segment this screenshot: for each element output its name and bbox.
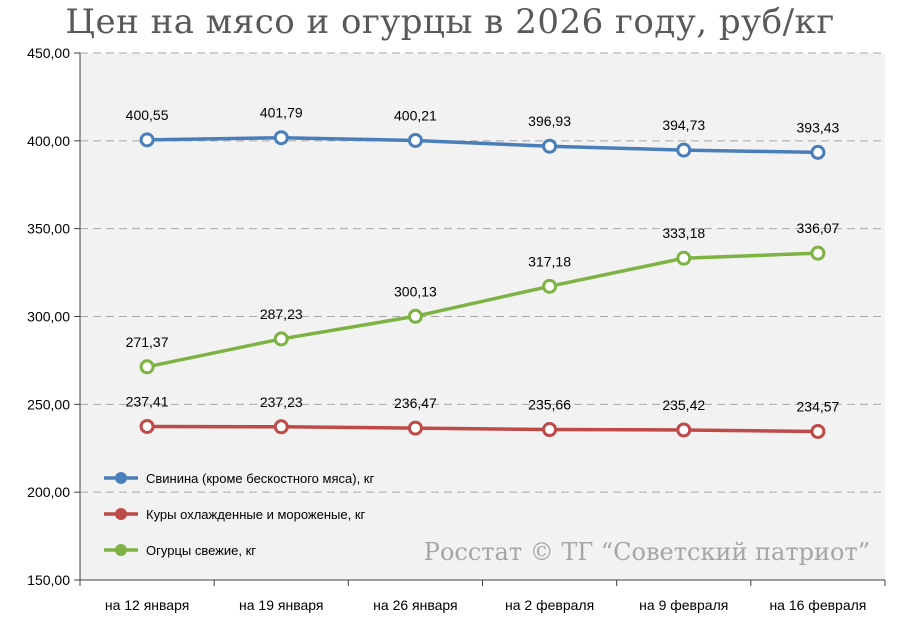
data-point — [810, 245, 826, 261]
data-label: 235,42 — [662, 397, 705, 413]
y-tick-label: 400,00 — [27, 133, 70, 149]
series-line — [146, 251, 818, 369]
y-tick-label: 250,00 — [27, 396, 70, 412]
data-label: 237,23 — [260, 394, 303, 410]
y-axis-ticks: 150,00 200,00 250,00 300,00 350,00 400,00 450,… — [27, 45, 70, 588]
legend-marker — [115, 508, 127, 520]
x-axis-ticks: на 12 января на 19 января на 26 января на 2… — [105, 597, 867, 613]
data-point — [273, 419, 289, 435]
legend-label: Куры охлажденные и мороженые, кг — [146, 507, 366, 522]
data-point — [139, 132, 155, 148]
data-label: 396,93 — [528, 113, 571, 129]
data-point — [542, 422, 558, 438]
data-label: 237,41 — [126, 393, 169, 409]
data-point — [139, 418, 155, 434]
data-point — [542, 278, 558, 294]
data-label: 300,13 — [394, 283, 437, 299]
x-tick-label: на 16 февраля — [769, 597, 866, 613]
x-tick-label: на 26 января — [373, 597, 457, 613]
y-tick-label: 200,00 — [27, 484, 70, 500]
data-label: 287,23 — [260, 306, 303, 322]
data-point — [676, 250, 692, 266]
data-point — [407, 132, 423, 148]
axes — [74, 52, 886, 586]
data-label: 401,79 — [260, 105, 303, 121]
data-point — [273, 331, 289, 347]
data-label: 317,18 — [528, 253, 571, 269]
data-point — [273, 130, 289, 146]
legend-label: Огурцы свежие, кг — [146, 543, 256, 558]
x-tick-label: на 19 января — [239, 597, 323, 613]
data-point — [542, 138, 558, 154]
watermark: Росстат © ТГ “Советский патриот” — [424, 538, 870, 566]
chart-title: Цен на мясо и огурцы в 2026 году, руб/кг — [65, 2, 835, 42]
data-point — [407, 420, 423, 436]
legend: Свинина (кроме бескостного мяса), кг Куры… — [104, 471, 374, 558]
data-label: 236,47 — [394, 395, 437, 411]
gridlines — [80, 52, 885, 493]
data-label: 336,07 — [797, 220, 840, 236]
data-point — [810, 144, 826, 160]
series-group — [139, 130, 826, 439]
data-point — [810, 423, 826, 439]
y-tick-label: 450,00 — [27, 45, 70, 61]
data-label: 235,66 — [528, 397, 571, 413]
legend-label: Свинина (кроме бескостного мяса), кг — [146, 471, 374, 486]
data-labels: 400,55 401,79 400,21 396,93 394,73 393,43 237,… — [126, 105, 840, 415]
data-label: 271,37 — [126, 334, 169, 350]
series-line — [147, 135, 818, 155]
series-line — [147, 424, 818, 434]
x-tick-label: на 9 февраля — [639, 597, 728, 613]
data-label: 400,21 — [394, 107, 437, 123]
data-label: 234,57 — [797, 398, 840, 414]
legend-marker — [115, 544, 127, 556]
x-tick-label: на 2 февраля — [505, 597, 594, 613]
data-label: 400,55 — [126, 107, 169, 123]
data-label: 333,18 — [662, 225, 705, 241]
x-tick-label: на 12 января — [105, 597, 189, 613]
y-tick-label: 300,00 — [27, 309, 70, 325]
data-label: 394,73 — [662, 117, 705, 133]
data-point — [676, 142, 692, 158]
y-tick-label: 350,00 — [27, 221, 70, 237]
y-tick-label: 150,00 — [27, 572, 70, 588]
data-label: 393,43 — [797, 119, 840, 135]
legend-marker — [115, 472, 127, 484]
data-point — [676, 422, 692, 438]
data-point — [407, 308, 423, 324]
data-point — [139, 359, 155, 375]
